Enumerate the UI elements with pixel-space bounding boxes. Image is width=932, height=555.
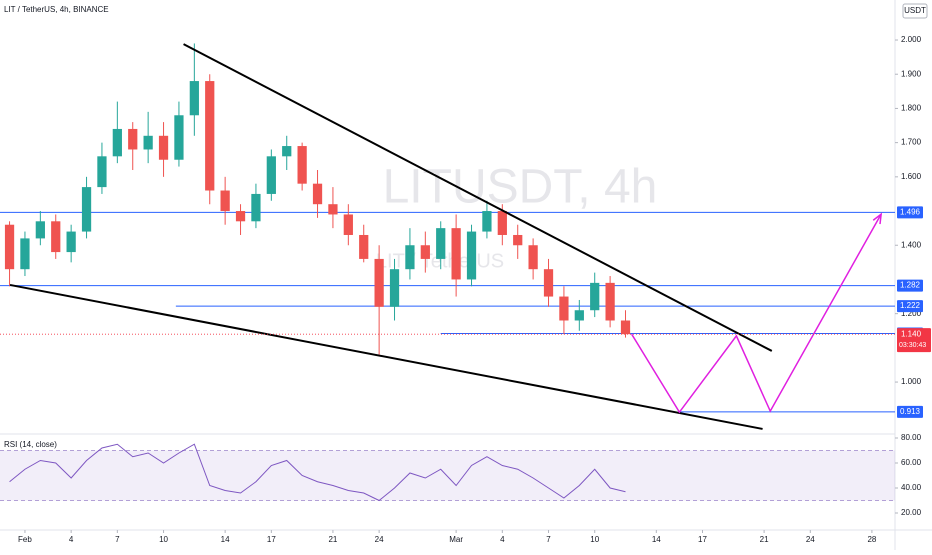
rsi-title: RSI (14, close) (4, 440, 57, 449)
rsi-tick-label: 60.00 (901, 458, 922, 467)
candle-body (559, 296, 569, 321)
y-tick-label: 1.700 (901, 138, 922, 147)
trend-line (183, 43, 773, 352)
projection-arrow (872, 212, 883, 225)
x-tick-label: 7 (546, 535, 551, 544)
rsi-line (9, 443, 626, 502)
candle-body (436, 228, 446, 259)
candle-body (174, 115, 184, 160)
current-price-label: 1.140 (901, 329, 922, 338)
level-price-box (897, 206, 923, 219)
candle-body (205, 81, 215, 191)
level-price-label: 0.913 (900, 407, 921, 416)
x-tick-label: 4 (500, 535, 505, 544)
candle-body (81, 187, 92, 232)
candle-body (528, 245, 538, 270)
candle-body (359, 234, 369, 259)
x-tick-label: 28 (867, 535, 876, 544)
x-tick-label: 10 (159, 535, 168, 544)
rsi-tick-label: 20.00 (901, 508, 922, 517)
candle-body (605, 282, 615, 321)
trend-line (9, 283, 763, 430)
candle-body (189, 81, 199, 116)
candle-body (266, 156, 276, 194)
candle-body (466, 231, 477, 280)
candle-body (297, 146, 307, 184)
symbol-header: LIT / TetherUS, 4h, BINANCE (4, 5, 109, 14)
x-tick-label: Feb (18, 535, 32, 544)
candle-body (497, 211, 507, 235)
candle-body (420, 245, 430, 259)
candle-body (251, 193, 261, 222)
candle-body (235, 211, 246, 222)
level-price-box (897, 300, 923, 313)
candle-body (590, 282, 600, 311)
y-tick-label: 1.600 (901, 172, 922, 181)
candle-body (220, 190, 230, 212)
y-tick-label: 1.800 (901, 104, 922, 113)
candle-body (128, 128, 138, 150)
candle-body (51, 221, 61, 253)
candle-body (482, 211, 492, 232)
y-tick-label: 2.000 (901, 35, 922, 44)
candle-body (543, 269, 554, 297)
candle-body (66, 231, 76, 253)
candle-body (374, 258, 384, 307)
candle-body (112, 128, 122, 157)
currency-button[interactable] (902, 3, 928, 19)
currency-label[interactable]: USDT (904, 6, 926, 15)
rsi-tick-label: 80.00 (901, 433, 922, 442)
candle-body (405, 245, 415, 270)
x-tick-label: 21 (760, 535, 769, 544)
rsi-band (0, 450, 895, 501)
candle-body (574, 310, 584, 321)
level-price-label: 1.282 (900, 281, 921, 290)
candle-body (389, 269, 400, 307)
x-tick-label: 24 (375, 535, 384, 544)
countdown-label: 03:30:43 (899, 342, 926, 349)
x-tick-label: 17 (267, 535, 276, 544)
projection-path (631, 213, 882, 414)
y-tick-label: 1.400 (901, 240, 922, 249)
x-tick-label: 10 (590, 535, 599, 544)
candle-body (4, 224, 15, 270)
candle-body (312, 183, 323, 205)
y-tick-label: 1.200 (901, 309, 922, 318)
candle-body (513, 234, 523, 246)
candle-body (97, 156, 107, 188)
candle-body (20, 238, 30, 270)
candle-body (143, 135, 153, 150)
x-tick-label: 21 (328, 535, 337, 544)
candle-body (343, 214, 353, 235)
current-price-box (897, 328, 931, 353)
x-tick-label: Mar (449, 535, 463, 544)
x-tick-label: 24 (806, 535, 815, 544)
y-tick-label: 1.000 (901, 377, 922, 386)
candle-body (158, 135, 169, 160)
level-price-label: 1.496 (900, 208, 921, 217)
candle-body (35, 221, 45, 239)
x-tick-label: 17 (698, 535, 707, 544)
x-tick-label: 4 (69, 535, 74, 544)
x-tick-label: 14 (652, 535, 661, 544)
rsi-tick-label: 40.00 (901, 483, 922, 492)
candle-body (282, 146, 292, 157)
level-price-box (897, 279, 923, 292)
x-tick-label: 7 (115, 535, 120, 544)
candle-body (620, 320, 631, 335)
level-price-box (897, 405, 923, 418)
candle-body (451, 228, 461, 280)
x-tick-label: 14 (221, 535, 230, 544)
watermark: LITUSDT, 4h (383, 161, 658, 214)
level-price-label: 1.222 (900, 301, 921, 310)
candle-body (328, 204, 338, 215)
y-tick-label: 1.900 (901, 69, 922, 78)
